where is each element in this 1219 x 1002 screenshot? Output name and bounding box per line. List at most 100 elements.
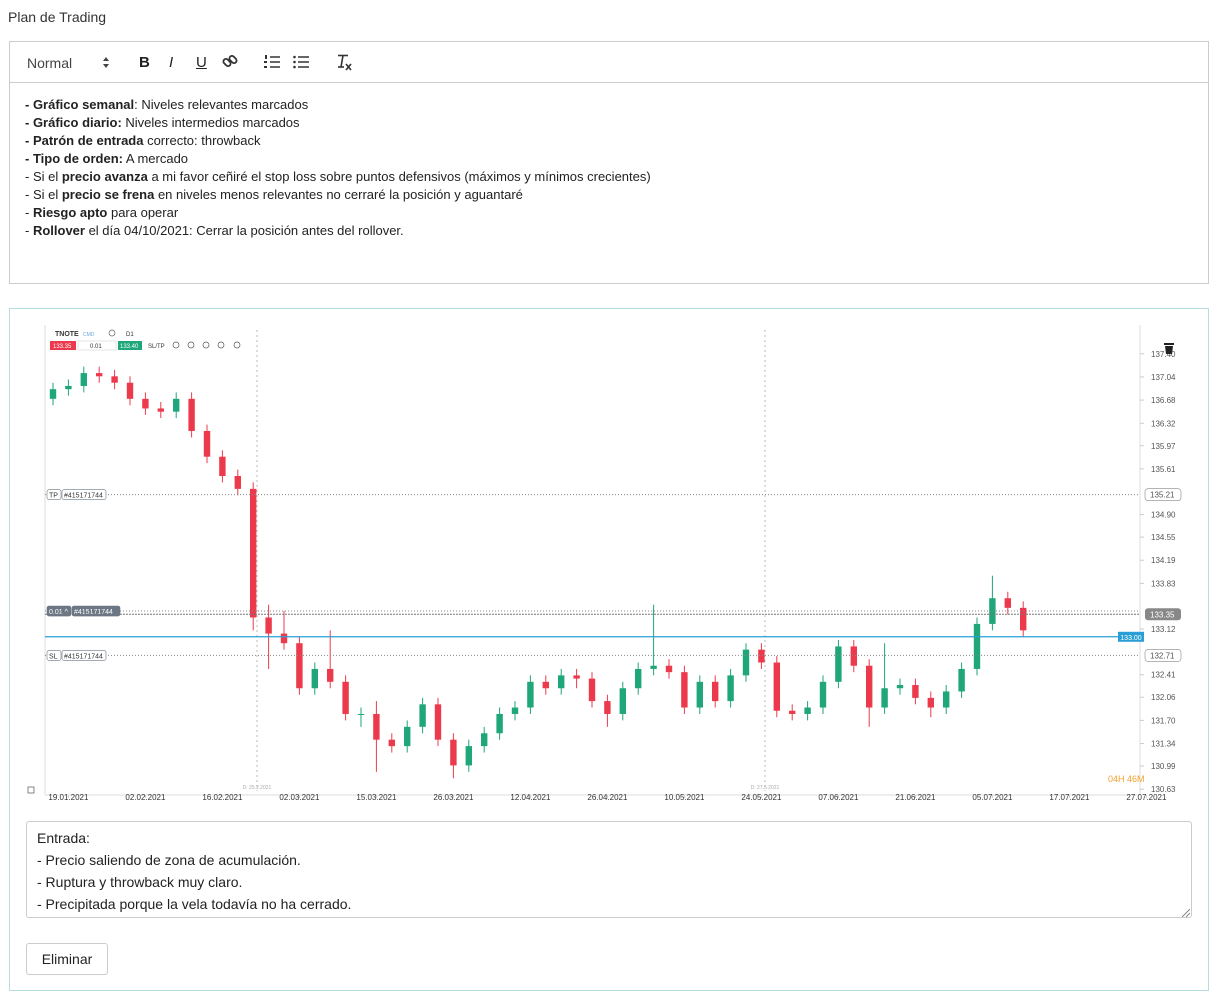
- buy-box: [118, 341, 142, 350]
- bid-price: 133.35: [1150, 610, 1175, 619]
- candle-body: [219, 456, 226, 476]
- bold-text: - Tipo de orden:: [25, 151, 123, 166]
- bold-text: Riesgo apto: [32, 205, 108, 220]
- candle-body: [804, 707, 811, 714]
- editor-line: - Si el precio avanza a mi favor ceñiré …: [25, 168, 651, 186]
- candle-body: [96, 373, 103, 377]
- level-price: 135.21: [1150, 491, 1175, 500]
- bold-text: precio se frena: [61, 187, 155, 202]
- candle-body: [265, 617, 272, 634]
- delete-button[interactable]: Eliminar: [26, 943, 108, 975]
- candle-body: [450, 739, 457, 766]
- candle-body: [973, 623, 981, 669]
- candle-body: [835, 646, 842, 682]
- text: correcto: throwback: [143, 133, 261, 148]
- y-tick-label: 134.19: [1151, 556, 1176, 565]
- volume-box: [77, 340, 117, 351]
- candle-body: [696, 681, 703, 708]
- notes-textarea[interactable]: Entrada: - Precio saliendo de zona de acu…: [26, 821, 1192, 918]
- candle-body: [527, 681, 534, 708]
- text: Niveles intermedios marcados: [121, 115, 300, 130]
- marker-label: D: 27.5.2021: [751, 785, 780, 791]
- link-button[interactable]: [222, 54, 238, 70]
- candle-body: [404, 726, 411, 747]
- candle-body: [943, 691, 950, 708]
- candle-body: [850, 646, 857, 666]
- sltp: SL/TP: [148, 344, 165, 350]
- bold-button[interactable]: B: [139, 54, 150, 71]
- candle-body: [481, 733, 488, 747]
- note-line: - Precipitada porque la vela todavía no …: [37, 896, 352, 912]
- editor-content[interactable]: - Gráfico semanal: Niveles relevantes ma…: [25, 96, 651, 240]
- candle-body: [866, 665, 873, 708]
- tool-icon: [217, 341, 225, 349]
- candle-body: [958, 668, 965, 692]
- note-line: - Ruptura y throwback muy claro.: [37, 874, 243, 890]
- candle-body: [588, 678, 596, 702]
- candle-body: [357, 713, 365, 715]
- x-tick-label: 07.06.2021: [818, 793, 859, 802]
- candle-body: [665, 665, 673, 673]
- candle-body: [619, 688, 626, 714]
- level-price-box: [1144, 488, 1182, 501]
- candle-body: [173, 398, 180, 412]
- bullet-list-button[interactable]: [293, 55, 309, 69]
- bold-text: - Gráfico diario:: [25, 115, 122, 130]
- x-tick-label: 05.07.2021: [972, 793, 1013, 802]
- candle-body: [49, 389, 57, 399]
- bold-text: Rollover: [32, 223, 85, 238]
- editor-line: - Riesgo apto para operar: [25, 204, 651, 222]
- candle-body: [989, 598, 996, 624]
- candle-body: [80, 373, 87, 386]
- chart: D: 25.2.2021 D: 27.5.2021 137.40 137.04 136.…: [27, 325, 1182, 802]
- marker-label: D: 25.2.2021: [243, 785, 272, 791]
- ordered-list-button[interactable]: [264, 55, 280, 69]
- y-tick-label: 133.83: [1151, 579, 1176, 588]
- underline-button[interactable]: U: [196, 54, 207, 71]
- note-line: - Precio saliendo de zona de acumulación…: [37, 852, 301, 868]
- x-tick-label: 17.07.2021: [1049, 793, 1090, 802]
- candle-timer: 04H 46M: [1108, 774, 1145, 784]
- level-tag-box: [46, 489, 62, 500]
- level-tag: SL #415171744: [46, 650, 107, 661]
- y-tick-label: 130.63: [1151, 785, 1176, 794]
- candle-body: [157, 408, 164, 412]
- note-line: Entrada:: [37, 830, 90, 846]
- level-tag: TP #415171744: [46, 489, 107, 500]
- candle-body: [896, 685, 904, 689]
- x-tick-label: 16.02.2021: [202, 793, 243, 802]
- editor-line: - Gráfico semanal: Niveles relevantes ma…: [25, 96, 651, 114]
- tool-icon: [187, 341, 195, 349]
- text: el día 04/10/2021: Cerrar la posición an…: [84, 223, 404, 238]
- editor-line: - Si el precio se frena en niveles menos…: [25, 186, 651, 204]
- text: A mercado: [122, 151, 189, 166]
- y-tick-label: 131.70: [1151, 716, 1176, 725]
- candle-body: [773, 662, 780, 711]
- text: - Si el: [25, 169, 62, 184]
- candle-body: [142, 398, 149, 409]
- candle-body: [1004, 598, 1011, 608]
- candle-body: [789, 710, 796, 714]
- text: - Si el: [25, 187, 62, 202]
- x-tick-label: 02.03.2021: [279, 793, 320, 802]
- x-tick-label: 10.05.2021: [664, 793, 705, 802]
- candle-body: [203, 430, 211, 457]
- y-tick-label: 133.12: [1151, 625, 1176, 634]
- rich-text-editor[interactable]: Normal B I U - Gráfico semanal: Niveles …: [9, 41, 1209, 284]
- candle-body: [342, 681, 349, 714]
- editor-line: - Patrón de entrada correcto: throwback: [25, 132, 651, 150]
- level-tag-text: SL: [49, 653, 58, 660]
- timeframe: D1: [126, 332, 134, 338]
- tool-icon: [202, 341, 210, 349]
- candle-body: [511, 707, 519, 714]
- clear-format-button[interactable]: [336, 54, 352, 71]
- italic-button[interactable]: I: [169, 54, 174, 71]
- x-tick-label: 12.04.2021: [510, 793, 551, 802]
- format-select[interactable]: Normal: [27, 55, 73, 71]
- x-tick-label: 24.05.2021: [741, 793, 782, 802]
- level-ticket-box: [61, 489, 107, 500]
- candle-body: [496, 713, 503, 734]
- candle-body: [111, 376, 118, 383]
- candle-body: [635, 668, 642, 689]
